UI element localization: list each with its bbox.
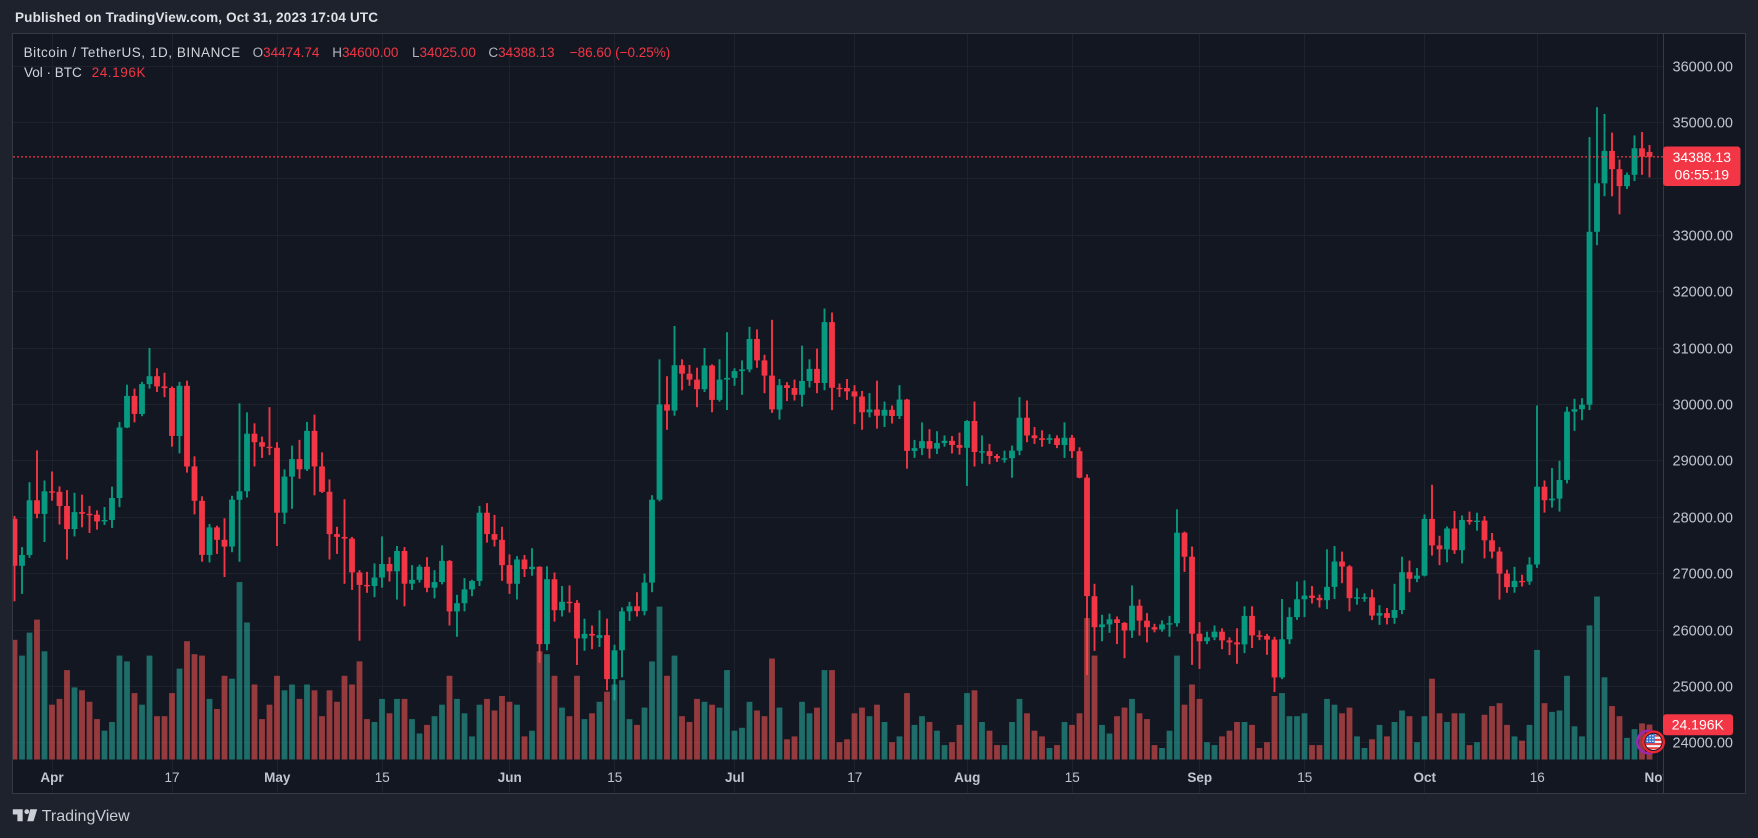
svg-text:15: 15 — [607, 770, 622, 785]
svg-text:30000.00: 30000.00 — [1673, 398, 1733, 414]
svg-text:16: 16 — [1530, 770, 1545, 785]
svg-text:17: 17 — [164, 770, 179, 785]
svg-text:May: May — [264, 770, 291, 785]
svg-text:24.196K: 24.196K — [1672, 717, 1725, 733]
svg-text:36000.00: 36000.00 — [1673, 60, 1733, 76]
svg-text:28000.00: 28000.00 — [1673, 511, 1733, 527]
svg-text:Apr: Apr — [40, 770, 64, 785]
svg-text:25000.00: 25000.00 — [1673, 680, 1733, 696]
svg-text:26000.00: 26000.00 — [1673, 624, 1733, 640]
svg-text:34388.13: 34388.13 — [1673, 149, 1732, 165]
svg-text:35000.00: 35000.00 — [1673, 116, 1733, 132]
svg-text:24000.00: 24000.00 — [1673, 736, 1733, 752]
svg-text:17: 17 — [847, 770, 862, 785]
svg-text:27000.00: 27000.00 — [1673, 567, 1733, 583]
svg-text:32000.00: 32000.00 — [1673, 285, 1733, 301]
svg-text:29000.00: 29000.00 — [1673, 454, 1733, 470]
svg-text:15: 15 — [375, 770, 390, 785]
svg-text:15: 15 — [1065, 770, 1080, 785]
svg-text:33000.00: 33000.00 — [1673, 229, 1733, 245]
svg-text:Aug: Aug — [954, 770, 980, 785]
svg-text:31000.00: 31000.00 — [1673, 342, 1733, 358]
svg-text:Jul: Jul — [725, 770, 745, 785]
svg-text:Jun: Jun — [498, 770, 522, 785]
svg-text:Nov: Nov — [1645, 770, 1671, 785]
svg-text:Sep: Sep — [1187, 770, 1212, 785]
svg-text:Oct: Oct — [1414, 770, 1437, 785]
svg-text:06:55:19: 06:55:19 — [1675, 167, 1730, 183]
svg-text:15: 15 — [1297, 770, 1312, 785]
